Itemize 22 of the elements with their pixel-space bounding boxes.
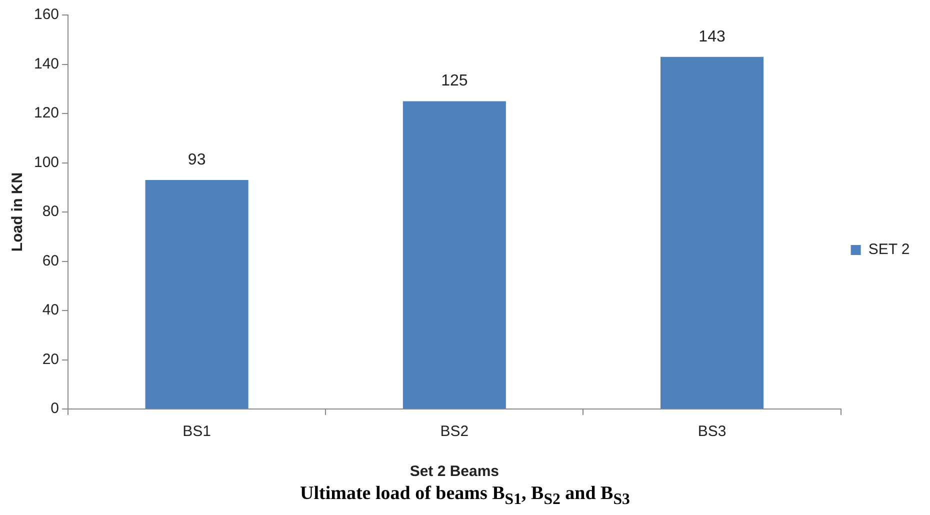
bar: [660, 56, 764, 408]
y-tick-label: 140: [34, 55, 60, 72]
y-tick-label: 80: [42, 203, 60, 220]
data-label: 143: [698, 28, 726, 46]
data-label: 125: [441, 72, 468, 90]
bar: [402, 101, 506, 408]
x-tick-label: BS2: [440, 423, 469, 440]
y-tick-label: 40: [42, 302, 60, 319]
y-tick-label: 100: [34, 154, 60, 171]
y-tick-label: 120: [34, 104, 60, 122]
x-tick-label: BS3: [698, 423, 726, 440]
text: Ultimate load of beams B$_{S1}$, B$_{S2}$ and B$_{S3}$: [299, 483, 631, 509]
bar: [145, 180, 248, 408]
y-tick-label: 60: [42, 252, 60, 270]
y-tick-label: 20: [42, 350, 60, 368]
y-tick-label: 0: [50, 400, 60, 418]
x-axis-title: Set 2 Beams: [410, 463, 500, 480]
data-label: 93: [188, 151, 206, 168]
y-axis-title: Load in KN: [9, 172, 26, 252]
y-tick-label: 160: [34, 6, 60, 24]
x-tick-label: BS1: [182, 423, 212, 440]
legend-label: SET 2: [868, 241, 910, 258]
